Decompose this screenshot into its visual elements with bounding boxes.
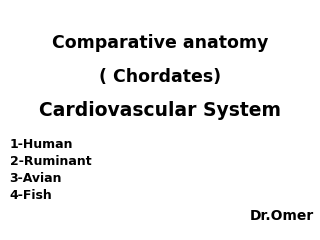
- Text: 2-Ruminant: 2-Ruminant: [10, 155, 91, 168]
- Text: Dr.Omer: Dr.Omer: [250, 209, 314, 223]
- Text: Cardiovascular System: Cardiovascular System: [39, 101, 281, 120]
- Text: 3-Avian: 3-Avian: [10, 172, 62, 185]
- Text: 1-Human: 1-Human: [10, 138, 73, 150]
- Text: 4-Fish: 4-Fish: [10, 189, 52, 202]
- Text: ( Chordates): ( Chordates): [99, 68, 221, 86]
- Text: Comparative anatomy: Comparative anatomy: [52, 34, 268, 52]
